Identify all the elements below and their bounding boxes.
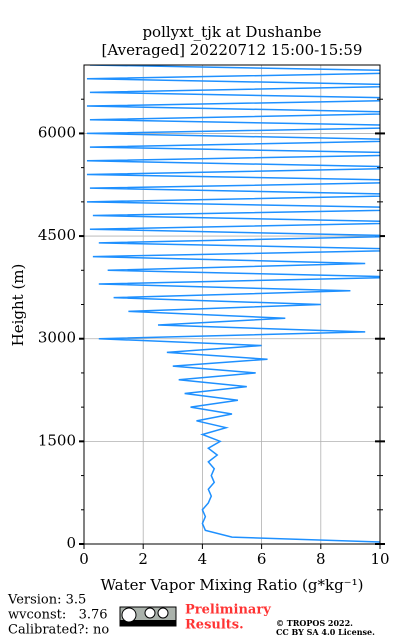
y-tick-label: 4500 xyxy=(38,226,76,244)
x-tick-label: 6 xyxy=(257,550,267,568)
chart-title: pollyxt_tjk at Dushanbe xyxy=(142,23,321,41)
y-tick-label: 0 xyxy=(66,534,76,552)
profile-line xyxy=(86,65,380,543)
notice: Preliminary xyxy=(185,603,271,618)
x-tick-label: 4 xyxy=(198,550,208,568)
y-tick-label: 1500 xyxy=(38,431,76,449)
cc-logo xyxy=(119,606,177,627)
notice: Results. xyxy=(185,618,244,633)
version: Version: 3.5 xyxy=(7,593,86,608)
chart-subtitle: [Averaged] 20220712 15:00-15:59 xyxy=(102,41,363,59)
license: CC BY SA 4.0 License. xyxy=(276,627,375,637)
y-tick-label: 6000 xyxy=(38,123,76,141)
copyright: © TROPOS 2022. xyxy=(276,618,353,628)
x-tick-label: 8 xyxy=(316,550,326,568)
plot-frame xyxy=(83,64,381,545)
x-tick-label: 2 xyxy=(138,550,148,568)
x-axis-label: Water Vapor Mixing Ratio (g*kg⁻¹) xyxy=(101,576,364,594)
x-tick-label: 0 xyxy=(79,550,89,568)
y-axis-label: Height (m) xyxy=(9,264,27,347)
x-tick-label: 10 xyxy=(370,550,389,568)
calibrated: Calibrated?: no xyxy=(8,623,109,638)
wvconst: wvconst: 3.76 xyxy=(8,608,108,623)
y-tick-label: 3000 xyxy=(38,329,76,347)
